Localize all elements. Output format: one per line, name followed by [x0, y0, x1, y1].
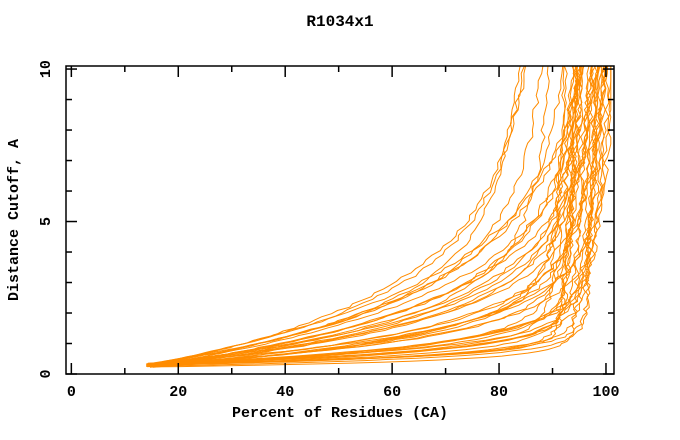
x-tick-label: 80	[490, 384, 508, 401]
tick-labels-group: 0 20 40 60 80 100 0 5 10	[38, 60, 619, 401]
axis-ticks-group	[66, 66, 614, 375]
model-curve	[145, 66, 525, 366]
model-curve	[147, 66, 606, 365]
y-axis-label: Distance Cutoff, A	[6, 139, 23, 301]
model-curve	[149, 66, 599, 365]
model-curve	[155, 66, 584, 367]
model-curve	[153, 66, 607, 366]
model-curve	[151, 66, 595, 366]
model-curve	[146, 66, 585, 365]
model-curve	[153, 66, 576, 365]
x-axis-label: Percent of Residues (CA)	[232, 405, 448, 422]
model-curve	[149, 66, 527, 367]
x-tick-label: 40	[276, 384, 294, 401]
model-curve	[149, 66, 575, 368]
curve-series-group	[145, 66, 612, 368]
model-curve	[149, 66, 594, 366]
model-curve	[146, 66, 591, 367]
plot-border	[65, 65, 615, 375]
model-curve	[151, 66, 550, 366]
model-curve	[148, 66, 582, 366]
model-curve	[146, 66, 564, 367]
model-curve	[146, 66, 600, 367]
chart-title: R1034x1	[306, 13, 373, 31]
model-curve	[149, 66, 578, 366]
model-curve	[148, 66, 582, 365]
model-curve	[149, 66, 603, 366]
x-tick-label: 100	[592, 384, 619, 401]
model-curve	[155, 66, 568, 367]
x-tick-label: 20	[169, 384, 187, 401]
model-curve	[148, 66, 605, 365]
y-tick-label: 10	[38, 60, 55, 78]
x-tick-label: 60	[383, 384, 401, 401]
model-curve	[152, 66, 602, 366]
model-curve	[150, 66, 579, 366]
y-tick-label: 5	[38, 217, 55, 226]
model-curve	[147, 66, 521, 365]
model-curve	[154, 66, 594, 367]
y-tick-label: 0	[38, 369, 55, 378]
x-tick-label: 0	[67, 384, 76, 401]
